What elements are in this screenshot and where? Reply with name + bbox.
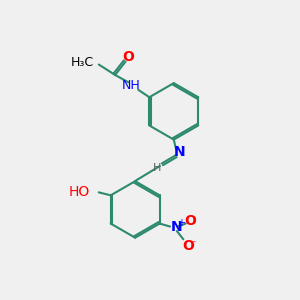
Text: ⁻: ⁻	[189, 238, 196, 251]
Text: HO: HO	[69, 185, 90, 199]
Text: NH: NH	[122, 79, 141, 92]
Text: H: H	[153, 164, 161, 173]
Text: N: N	[173, 146, 185, 159]
Text: O: O	[184, 214, 196, 228]
Text: N: N	[170, 220, 182, 234]
Text: O: O	[123, 50, 134, 64]
Text: O: O	[182, 239, 194, 253]
Text: H₃C: H₃C	[71, 56, 94, 69]
Text: +: +	[177, 218, 185, 228]
